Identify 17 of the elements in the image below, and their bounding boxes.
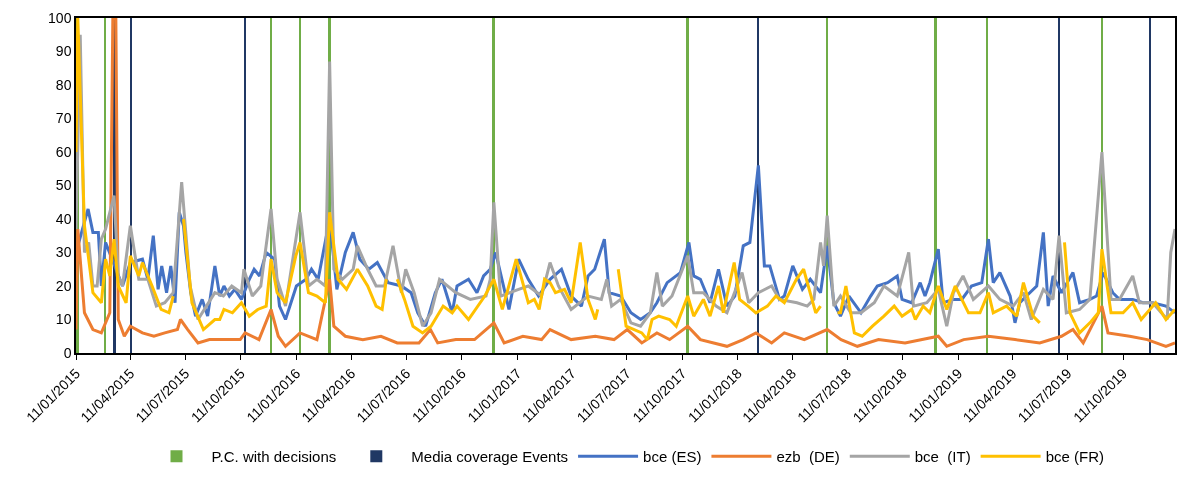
legend-label: P.C. with decisions [211, 448, 337, 466]
legend-label: ezb (DE) [776, 448, 840, 466]
legend-label: Media coverage Events [411, 448, 569, 466]
y-tick-label: 20 [55, 277, 72, 294]
y-tick-label: 80 [55, 76, 72, 93]
y-tick-label: 50 [55, 177, 72, 194]
legend-label: bce (FR) [1045, 448, 1104, 466]
y-tick-label: 100 [48, 9, 72, 26]
legend-label: bce (IT) [914, 448, 971, 466]
y-tick-label: 30 [55, 244, 72, 261]
y-tick-label: 60 [55, 143, 72, 160]
y-tick-label: 70 [55, 110, 72, 127]
y-tick-label: 40 [55, 210, 72, 227]
y-tick-label: 0 [63, 344, 72, 361]
y-tick-label: 10 [55, 311, 72, 328]
legend-label: bce (ES) [643, 448, 702, 466]
y-tick-label: 90 [55, 43, 72, 60]
